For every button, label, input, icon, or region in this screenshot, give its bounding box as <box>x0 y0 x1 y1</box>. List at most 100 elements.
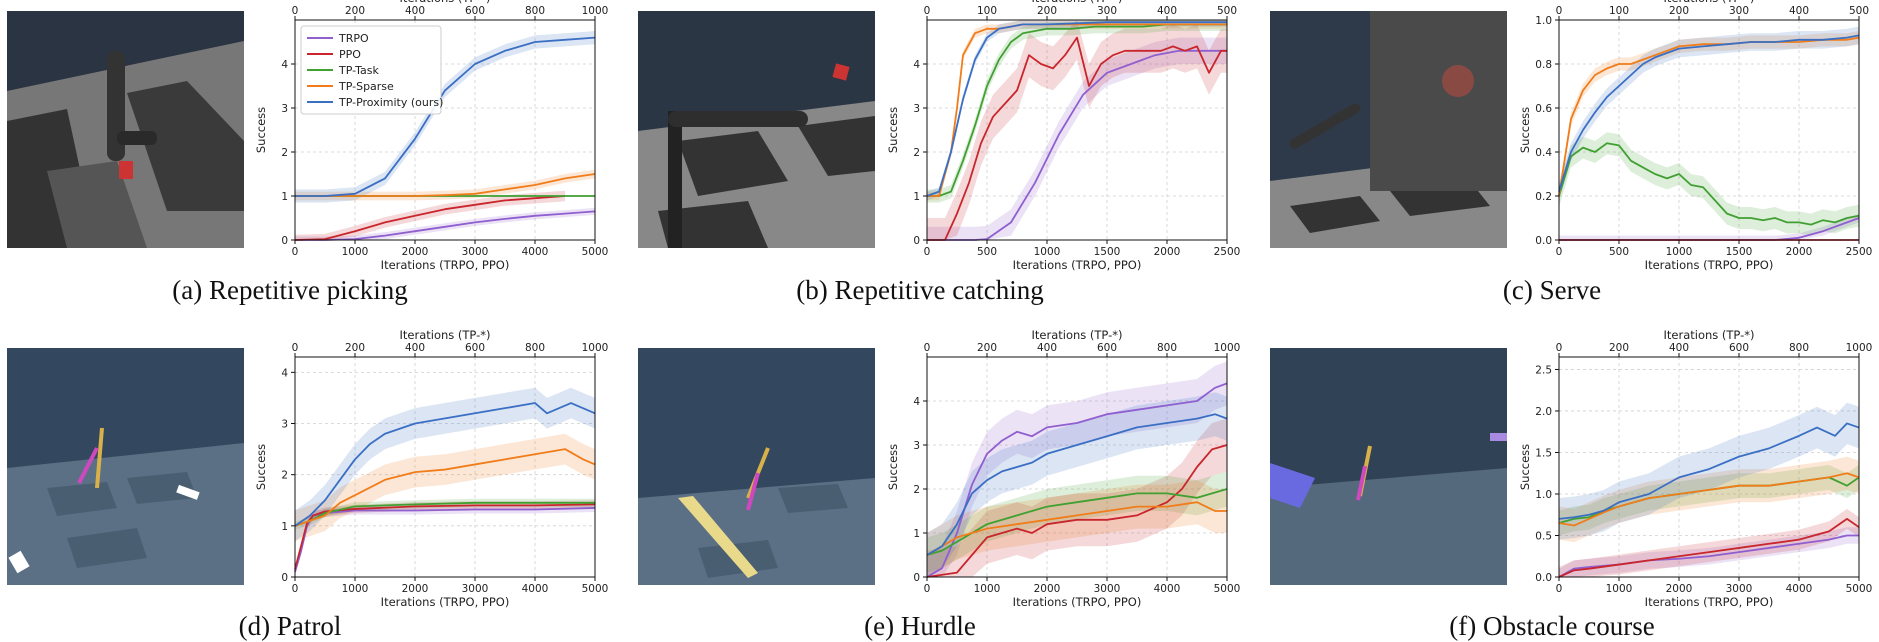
y-tick-label: 4 <box>281 59 288 71</box>
y-tick-label: 0.2 <box>1535 191 1552 203</box>
series-line-tp-sparse <box>926 501 1227 556</box>
scene-image-repetitive-catching <box>638 11 875 248</box>
y-axis-label: Success <box>254 107 268 153</box>
y-tick-label: 2 <box>913 147 920 159</box>
band-trpo <box>295 207 595 240</box>
band-ppo <box>295 190 565 240</box>
x-axis-label: Iterations (TRPO, PPO) <box>1645 258 1774 272</box>
top-x-tick-label: 400 <box>405 342 425 354</box>
chart-serve: 0 500 1000 1500 2000 2500 0 100 200 300 400 500 0.0 0… <box>1518 0 1873 272</box>
top-x-tick-label: 0 <box>1556 342 1563 354</box>
legend: TRPO PPO TP-Task TP-Sparse TP-Proximity (our… <box>300 25 443 115</box>
y-tick-label: 2 <box>281 147 288 159</box>
x-tick-label: 1000 <box>1666 246 1693 258</box>
x-tick-label: 2000 <box>1154 246 1181 258</box>
y-tick-label: 1 <box>281 521 288 533</box>
chart-repetitive-catching: 0 500 1000 1500 2000 2500 0 100 200 300 400 500 0 1 2 3… <box>886 0 1241 272</box>
x-tick-label: 0 <box>924 583 931 595</box>
series-line-tp-proximity-ours <box>1558 34 1860 192</box>
plot-frame <box>294 19 596 241</box>
band-tp-task <box>927 471 1227 573</box>
y-tick-label: 0.5 <box>1535 530 1552 542</box>
y-axis-label: Success <box>1518 107 1532 153</box>
scene-image-patrol <box>7 348 244 585</box>
chart-obstacle-course: 0 1000 2000 3000 4000 5000 0 200 400 600 800 1000 0.… <box>1518 328 1872 609</box>
series-line-trpo <box>295 210 596 241</box>
series-line-ppo <box>1558 517 1860 578</box>
top-x-tick-label: 400 <box>405 5 425 17</box>
top-x-tick-label: 600 <box>1097 342 1117 354</box>
x-tick-label: 1500 <box>1726 246 1753 258</box>
x-tick-label: 1000 <box>974 583 1001 595</box>
top-x-axis-label: Iterations (TP-*) <box>1031 0 1122 5</box>
top-x-tick-label: 400 <box>1157 5 1177 17</box>
x-tick-label: 3000 <box>1094 583 1121 595</box>
x-tick-label: 2500 <box>1214 246 1241 258</box>
band-tp-sparse <box>927 480 1227 577</box>
band-tp-sparse <box>1559 456 1859 543</box>
x-tick-label: 2500 <box>1846 246 1873 258</box>
y-tick-label: 0 <box>281 235 288 247</box>
top-x-tick-label: 1000 <box>1214 342 1241 354</box>
x-axis-label: Iterations (TRPO, PPO) <box>381 595 510 609</box>
y-tick-label: 0.8 <box>1535 59 1552 71</box>
x-tick-label: 2000 <box>402 583 429 595</box>
scene-image-serve <box>1270 11 1507 248</box>
top-x-axis-label: Iterations (TP-*) <box>1663 328 1754 342</box>
x-tick-label: 3000 <box>1726 583 1753 595</box>
y-tick-label: 2.5 <box>1535 364 1552 376</box>
band-tp-task <box>1559 132 1859 236</box>
scene-image-repetitive-picking <box>7 11 244 248</box>
series-line-ppo <box>294 195 566 241</box>
series-line-tp-proximity-ours <box>926 413 1228 556</box>
x-tick-label: 1500 <box>1094 246 1121 258</box>
y-tick-label: 0 <box>913 572 920 584</box>
band-tp-proximity-ours <box>1559 26 1859 201</box>
top-x-tick-label: 500 <box>1217 5 1237 17</box>
top-x-tick-label: 1000 <box>582 342 609 354</box>
top-x-tick-label: 200 <box>1609 342 1629 354</box>
plot-frame <box>1558 19 1860 241</box>
top-x-axis-label: Iterations (TP-*) <box>399 328 490 342</box>
band-ppo <box>1559 508 1859 577</box>
band-tp-proximity-ours <box>927 392 1227 577</box>
x-tick-label: 0 <box>292 246 299 258</box>
x-tick-label: 1000 <box>1034 246 1061 258</box>
series-line-tp-sparse <box>295 173 596 197</box>
x-tick-label: 3000 <box>462 583 489 595</box>
top-x-tick-label: 200 <box>1037 5 1057 17</box>
top-x-tick-label: 1000 <box>582 5 609 17</box>
x-tick-label: 1000 <box>342 583 369 595</box>
caption-serve: (c) Serve <box>1502 275 1602 305</box>
x-axis-label: Iterations (TRPO, PPO) <box>1013 595 1142 609</box>
top-x-tick-label: 800 <box>525 5 545 17</box>
scene-image-hurdle <box>638 348 875 585</box>
x-tick-label: 5000 <box>582 246 609 258</box>
series-line-trpo <box>927 49 1227 241</box>
top-x-tick-label: 100 <box>977 5 997 17</box>
series-line-tp-sparse <box>1558 472 1860 527</box>
legend-label-ppo: PPO <box>339 48 361 61</box>
x-tick-label: 0 <box>1556 246 1563 258</box>
y-tick-label: 1 <box>913 191 920 203</box>
top-x-axis-label: Iterations (TP-*) <box>1663 0 1754 5</box>
top-x-tick-label: 200 <box>977 342 997 354</box>
series-line-tp-task <box>926 488 1228 556</box>
y-axis-label: Success <box>254 444 268 490</box>
legend-label-tp-sparse: TP-Sparse <box>338 80 394 93</box>
y-axis-label: Success <box>886 444 900 490</box>
series-line-tp-sparse <box>294 448 596 527</box>
y-axis-label: Success <box>1518 444 1532 490</box>
y-tick-label: 0.4 <box>1535 147 1552 159</box>
band-tp-task <box>1559 464 1859 536</box>
y-tick-label: 1.5 <box>1535 447 1552 459</box>
y-tick-label: 2 <box>913 484 920 496</box>
band-tp-sparse <box>295 169 595 201</box>
y-tick-label: 0.0 <box>1535 572 1552 584</box>
y-tick-label: 0.6 <box>1535 103 1552 115</box>
x-tick-label: 5000 <box>1214 583 1241 595</box>
x-tick-label: 2000 <box>1034 583 1061 595</box>
band-trpo <box>927 37 1227 240</box>
band-ppo <box>927 418 1227 577</box>
x-axis-label: Iterations (TRPO, PPO) <box>381 258 510 272</box>
